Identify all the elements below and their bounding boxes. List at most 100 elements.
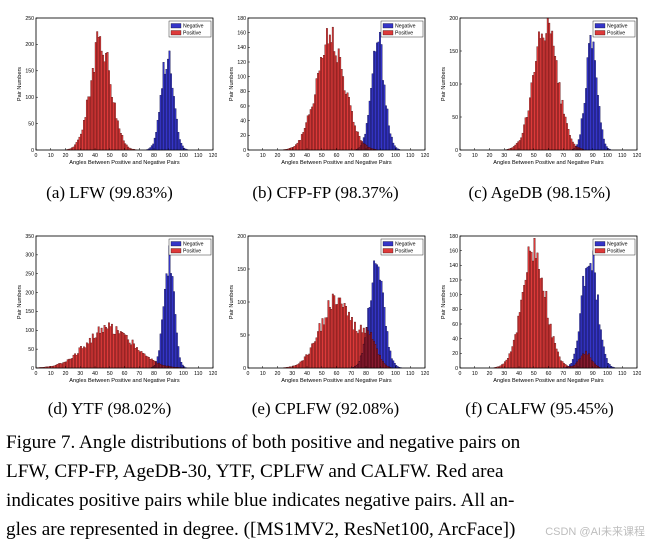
positive-bar (514, 334, 517, 369)
x-tick-label: 120 (421, 153, 429, 159)
caption-line-2: LFW, CFP-FP, AgeDB-30, YTF, CPLFW and CA… (6, 461, 504, 482)
x-tick-label: 100 (179, 371, 188, 377)
overlap-bar (368, 147, 371, 151)
overlap-bar (585, 350, 587, 369)
negative-bar (383, 307, 386, 369)
positive-bar (97, 36, 100, 151)
positive-bar (62, 362, 65, 369)
overlap-bar (580, 355, 583, 369)
chart-ytf: 0 10 20 30 40 50 60 70 80 90 100 110 120 0 50 100 150 200… (12, 228, 217, 390)
legend-label-negative: Negative (607, 24, 628, 30)
positive-bar (311, 106, 314, 151)
positive-bar (355, 331, 358, 369)
chart-svg-c: 0 10 20 30 40 50 60 70 80 90 100 110 120 0 50 100 150 200… (441, 16, 641, 166)
negative-bar (595, 77, 598, 151)
y-tick-label: 150 (25, 309, 34, 315)
y-tick-label: 150 (449, 49, 458, 55)
x-tick-label: 60 (546, 371, 552, 377)
negative-bar (579, 134, 582, 151)
positive-bar (330, 308, 333, 369)
negative-bar (165, 273, 168, 369)
positive-bar (106, 52, 109, 151)
caption-line-3: indicates positive pairs while blue indi… (6, 490, 515, 511)
negative-bar (368, 100, 371, 151)
y-tick-label: 200 (237, 234, 246, 240)
positive-bar (567, 129, 570, 151)
x-tick-label: 40 (516, 371, 522, 377)
positive-bar (349, 320, 352, 369)
positive-bar (71, 358, 74, 369)
overlap-bar (382, 361, 384, 369)
y-tick-label: 80 (240, 89, 246, 95)
chart-calfw: 0 10 20 30 40 50 60 70 80 90 100 110 120 0 20 40 60 80 100… (436, 228, 641, 390)
positive-bar (561, 99, 564, 151)
legend-label-positive: Positive (607, 31, 625, 37)
positive-bar (81, 129, 84, 151)
positive-bar (147, 357, 150, 369)
negative-bar (164, 288, 166, 369)
legend-label-positive: Positive (183, 249, 201, 255)
positive-bar (351, 111, 353, 151)
overlap-bar (385, 364, 387, 369)
overlap-bar (383, 363, 386, 369)
positive-bar (69, 358, 72, 369)
positive-bar (328, 307, 331, 369)
positive-bar (88, 337, 91, 369)
positive-bar (105, 53, 107, 151)
negative-bar (586, 266, 589, 369)
positive-bar (124, 334, 127, 369)
positive-bar (121, 332, 124, 369)
negative-bar (387, 125, 390, 151)
negative-bar (589, 263, 592, 369)
positive-bar (318, 70, 321, 151)
negative-bar (589, 35, 592, 151)
negative-bar (387, 347, 390, 369)
x-tick-label: 90 (590, 371, 596, 377)
positive-bar (336, 62, 339, 151)
positive-bar (514, 144, 517, 151)
negative-bar (604, 143, 607, 151)
y-axis-label: Pair Numbers (441, 67, 447, 101)
negative-bar (386, 108, 389, 151)
negative-bar (390, 358, 393, 369)
negative-bar (178, 357, 181, 369)
legend-swatch-positive (382, 248, 394, 254)
positive-bar (317, 331, 319, 369)
positive-bar (103, 61, 106, 151)
negative-bar (159, 95, 162, 151)
legend-swatch-positive (594, 30, 606, 36)
negative-bar (597, 294, 599, 369)
negative-bar (585, 88, 588, 151)
legend-swatch-negative (594, 23, 606, 29)
x-axis-label: Angles Between Positive and Negative Pai… (493, 378, 604, 384)
overlap-bar (594, 363, 596, 369)
positive-bar (331, 293, 334, 369)
x-tick-label: 50 (531, 153, 537, 159)
chart-svg-e: 0 10 20 30 40 50 60 70 80 90 100 110 120 0 50 100 150 200… (229, 234, 429, 384)
legend-swatch-positive (594, 248, 606, 254)
positive-bar (320, 56, 322, 151)
positive-bar (356, 131, 359, 151)
positive-bar (296, 142, 299, 151)
positive-bar (295, 365, 297, 369)
positive-bar (84, 117, 87, 151)
subcaption-lfw: (a) LFW (99.83%) (46, 183, 173, 202)
positive-bar (59, 363, 62, 369)
positive-bar (114, 333, 116, 369)
positive-bar (119, 133, 122, 151)
x-tick-label: 90 (166, 371, 172, 377)
legend-swatch-positive (170, 30, 182, 36)
negative-bar (591, 270, 593, 369)
overlap-bar (574, 363, 577, 369)
legend-label-negative: Negative (607, 242, 628, 248)
overlap-bar (361, 142, 364, 151)
positive-bar (539, 278, 542, 369)
x-tick-label: 0 (35, 371, 38, 377)
y-tick-label: 100 (237, 74, 246, 80)
y-tick-label: 0 (455, 366, 458, 372)
positive-bar (72, 146, 75, 151)
positive-bar (96, 31, 99, 151)
y-axis-label: Pair Numbers (229, 67, 235, 101)
positive-bar (105, 327, 107, 369)
